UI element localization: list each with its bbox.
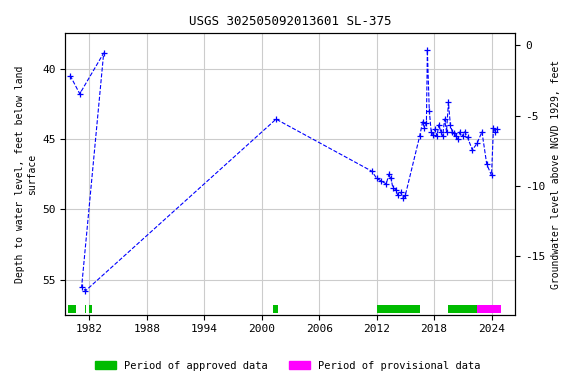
Bar	[377, 305, 420, 313]
Bar	[85, 305, 86, 313]
Bar	[89, 305, 92, 313]
Title: USGS 302505092013601 SL-375: USGS 302505092013601 SL-375	[189, 15, 392, 28]
Y-axis label: Groundwater level above NGVD 1929, feet: Groundwater level above NGVD 1929, feet	[551, 60, 561, 289]
Y-axis label: Depth to water level, feet below land
surface: Depth to water level, feet below land su…	[15, 65, 37, 283]
Legend: Period of approved data, Period of provisional data: Period of approved data, Period of provi…	[91, 357, 485, 375]
Bar	[477, 305, 501, 313]
Bar	[273, 305, 278, 313]
Bar	[68, 305, 76, 313]
Bar	[449, 305, 477, 313]
